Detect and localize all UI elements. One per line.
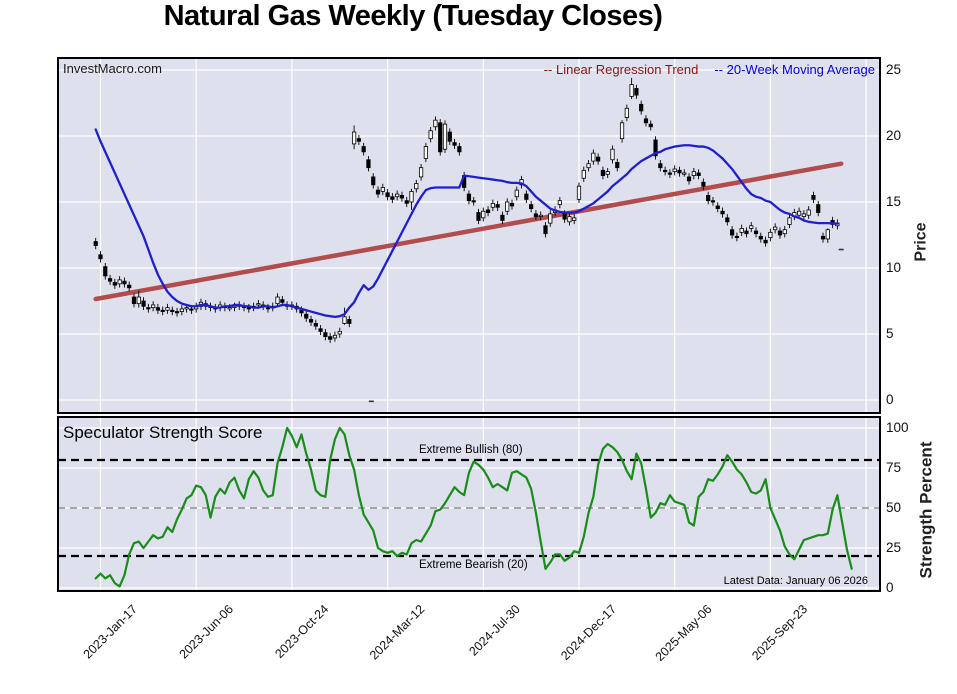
moving-average-line	[94, 128, 839, 318]
legend-item-regression: -- Linear Regression Trend	[543, 62, 699, 77]
price-panel-border	[57, 57, 881, 414]
price-panel	[57, 57, 881, 414]
latest-data-note: Latest Data: January 06 2026	[723, 575, 868, 587]
legend-item-moving-average: -- 20-Week Moving Average	[714, 62, 875, 77]
strength-ytick-0: 0	[886, 580, 894, 595]
price-plot	[93, 77, 844, 403]
strength-ytick-75: 75	[886, 460, 902, 475]
price-ytick-25: 25	[886, 62, 902, 77]
stray-dash-mark	[368, 400, 374, 403]
strength-ytick-100: 100	[886, 420, 909, 435]
price-ytick-0: 0	[886, 392, 894, 407]
candles	[93, 77, 844, 403]
page-title: Natural Gas Weekly (Tuesday Closes)	[163, 0, 663, 32]
extreme-bullish-label: Extreme Bullish (80)	[419, 444, 523, 456]
strength-panel-border	[57, 416, 881, 592]
strength-plot	[58, 426, 880, 588]
price-ytick-10: 10	[886, 260, 902, 275]
price-ytick-5: 5	[886, 326, 894, 341]
legend: -- Linear Regression Trend -- 20-Week Mo…	[544, 62, 875, 77]
price-ytick-15: 15	[886, 194, 902, 209]
strength-panel-title: Speculator Strength Score	[63, 423, 263, 442]
strength-ytick-25: 25	[886, 540, 902, 555]
price-axis-label: Price	[912, 222, 930, 262]
strength-axis-label: Strength Percent	[916, 441, 936, 579]
price-ytick-20: 20	[886, 128, 902, 143]
strength-ytick-50: 50	[886, 500, 902, 515]
extreme-bearish-label: Extreme Bearish (20)	[419, 559, 528, 571]
regression-line	[93, 161, 844, 302]
stray-dash-mark	[838, 248, 844, 251]
strength-panel	[57, 416, 881, 592]
strength-score-line	[94, 426, 853, 588]
watermark-text: InvestMacro.com	[63, 61, 162, 76]
